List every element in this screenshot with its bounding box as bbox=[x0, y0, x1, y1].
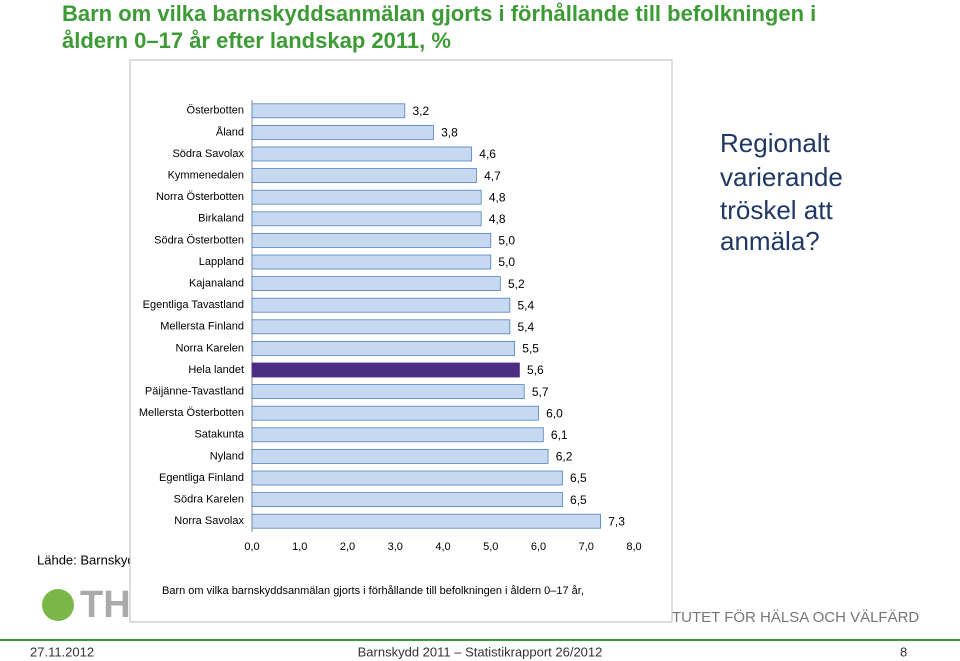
footer-title: Barnskydd 2011 – Statistikrapport 26/201… bbox=[358, 644, 603, 659]
y-tick-label: Nyland bbox=[210, 450, 244, 462]
bar bbox=[251, 211, 482, 227]
y-tick-label: Mellersta Finland bbox=[160, 321, 244, 333]
x-tick-label: 2,0 bbox=[340, 541, 355, 553]
logo-text: TH bbox=[80, 584, 131, 626]
bar bbox=[251, 427, 544, 443]
x-tick-label: 8,0 bbox=[626, 541, 641, 553]
bar bbox=[251, 254, 492, 270]
y-tick-label: Satakunta bbox=[194, 429, 244, 441]
logo-icon bbox=[42, 589, 74, 621]
note: tröskel att bbox=[720, 195, 833, 225]
value-label: 5,0 bbox=[498, 234, 515, 248]
y-tick-label: Norra Savolax bbox=[174, 515, 244, 527]
y-tick-label: Egentliga Tavastland bbox=[143, 299, 244, 311]
x-tick-label: 3,0 bbox=[388, 541, 403, 553]
y-tick-label: Egentliga Finland bbox=[159, 472, 244, 484]
value-label: 4,6 bbox=[479, 147, 496, 161]
y-tick-label: Kymmenedalen bbox=[168, 170, 244, 182]
y-tick-label: Lappland bbox=[199, 256, 244, 268]
bar bbox=[251, 384, 525, 400]
x-axis-title: Barn om vilka barnskyddsanmälan gjorts i… bbox=[162, 585, 584, 597]
bar bbox=[251, 362, 520, 378]
value-label: 5,5 bbox=[522, 342, 539, 356]
value-label: 5,2 bbox=[508, 277, 525, 291]
x-tick-label: 4,0 bbox=[435, 541, 450, 553]
value-label: 4,8 bbox=[489, 190, 506, 204]
x-tick-label: 1,0 bbox=[292, 541, 307, 553]
value-label: 4,8 bbox=[489, 212, 506, 226]
bar bbox=[251, 405, 539, 421]
y-tick-label: Södra Savolax bbox=[172, 148, 244, 160]
value-label: 5,4 bbox=[518, 320, 535, 334]
value-label: 4,7 bbox=[484, 169, 501, 183]
bar bbox=[251, 103, 406, 119]
y-tick-label: Birkaland bbox=[198, 213, 244, 225]
bar bbox=[251, 146, 473, 162]
y-tick-label: Norra Österbotten bbox=[156, 191, 244, 203]
bar bbox=[251, 232, 492, 248]
value-label: 5,4 bbox=[518, 298, 535, 312]
slide-title: åldern 0–17 år efter landskap 2011, % bbox=[62, 28, 451, 53]
bar bbox=[251, 189, 482, 205]
value-label: 5,0 bbox=[498, 255, 515, 269]
bar bbox=[251, 492, 563, 508]
source: Lähde: Barnskyd bbox=[37, 552, 135, 567]
y-tick-label: Kajanaland bbox=[189, 278, 244, 290]
y-tick-label: Norra Karelen bbox=[176, 342, 244, 354]
x-tick-label: 0,0 bbox=[244, 541, 259, 553]
bar bbox=[251, 319, 511, 335]
institute-name: TUTET FÖR HÄLSA OCH VÄLFÄRD bbox=[672, 608, 919, 626]
value-label: 3,8 bbox=[441, 126, 458, 140]
value-label: 6,0 bbox=[546, 406, 563, 420]
value-label: 6,1 bbox=[551, 428, 568, 442]
bar bbox=[251, 168, 477, 184]
note: varierande bbox=[720, 162, 843, 192]
bar bbox=[251, 513, 601, 529]
value-label: 7,3 bbox=[608, 514, 625, 528]
note: anmäla? bbox=[720, 226, 820, 256]
bar bbox=[251, 448, 549, 464]
bar bbox=[251, 297, 511, 313]
y-tick-label: Hela landet bbox=[188, 364, 244, 376]
value-label: 5,6 bbox=[527, 363, 544, 377]
bar bbox=[251, 470, 563, 486]
x-tick-label: 5,0 bbox=[483, 541, 498, 553]
footer-date: 27.11.2012 bbox=[30, 644, 94, 659]
y-tick-label: Päijänne-Tavastland bbox=[145, 386, 244, 398]
y-tick-label: Södra Karelen bbox=[174, 494, 244, 506]
bar bbox=[251, 125, 434, 140]
y-tick-label: Södra Österbotten bbox=[154, 234, 244, 246]
value-label: 3,2 bbox=[412, 104, 429, 118]
page-number: 8 bbox=[900, 644, 907, 659]
value-label: 5,7 bbox=[532, 385, 549, 399]
bar bbox=[251, 276, 501, 292]
bar bbox=[251, 340, 516, 356]
note: Regionalt bbox=[720, 128, 831, 158]
value-label: 6,5 bbox=[570, 493, 587, 507]
x-tick-label: 7,0 bbox=[579, 541, 594, 553]
value-label: 6,5 bbox=[570, 471, 587, 485]
slide-title: Barn om vilka barnskyddsanmälan gjorts i… bbox=[62, 1, 816, 26]
x-tick-label: 6,0 bbox=[531, 541, 546, 553]
y-tick-label: Åland bbox=[216, 125, 244, 138]
y-tick-label: Mellersta Österbotten bbox=[139, 407, 244, 419]
y-tick-label: Österbotten bbox=[187, 105, 244, 117]
value-label: 6,2 bbox=[556, 450, 573, 464]
